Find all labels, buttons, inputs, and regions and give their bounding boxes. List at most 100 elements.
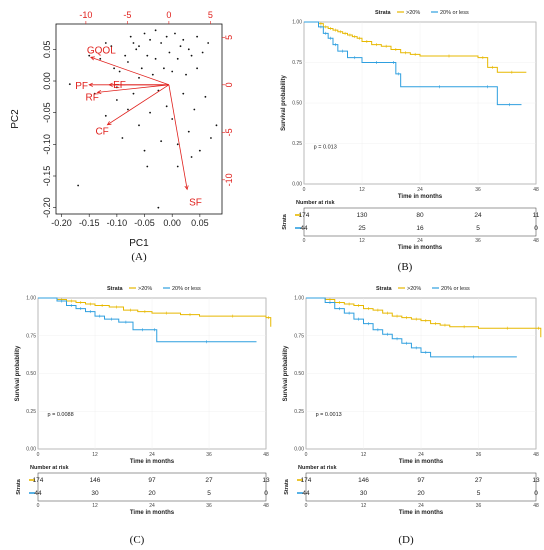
data-point [138,76,140,79]
data-point [187,48,190,51]
risk-x-tick-label: 0 [303,238,306,244]
x-tick-label: 0 [305,452,308,458]
risk-count: 0 [264,490,268,497]
x-tick-label: -0.20 [51,218,72,228]
risk-x-tick-label: 48 [263,503,269,509]
risk-count: 20 [148,490,156,497]
x-tick-label: 24 [149,452,155,458]
loading-arrow [168,84,188,190]
panel-label: (A) [131,251,147,263]
risk-count: 24 [474,212,482,219]
risk-x-tick-label: 0 [305,503,308,509]
data-point [93,92,96,95]
y-tick-label: -0.15 [42,166,52,187]
risk-x-tick-label: 12 [92,503,98,509]
y-tick-label: 0.00 [292,182,302,188]
right-tick-label: 5 [224,35,234,40]
y-tick-label: 0.25 [294,409,304,415]
y-tick-label: 0.75 [294,333,304,339]
data-point [129,35,132,38]
legend-label: >20% [138,286,152,292]
risk-count: 16 [416,225,424,232]
survival-curve [38,297,257,343]
variable-label: CF [95,127,108,138]
data-point [185,73,187,76]
x-tick-label: -0.05 [134,218,155,228]
y-tick-label: 0.75 [292,60,302,66]
risk-count: 20 [417,490,425,497]
y-tick-label: -0.05 [42,102,52,123]
data-point [198,149,201,152]
data-point [138,124,140,127]
legend-title: Strata [376,286,393,292]
data-point [196,67,199,70]
data-point [176,143,179,146]
risk-count: 30 [360,490,368,497]
risk-x-tick-label: 36 [476,503,482,509]
right-tick-label: -10 [224,173,234,186]
x-tick-label: 48 [533,187,539,193]
survival-curve [304,21,522,106]
data-point [163,67,165,70]
data-point [127,61,129,63]
risk-count: 13 [532,477,540,484]
x-tick-label: 24 [417,187,423,193]
panel-km-c: Strata >20% 20% or less 0 12 24 36 48 0.00 0.25 0.… [15,286,272,546]
right-tick-label: 0 [224,82,234,87]
risk-count: 5 [477,490,481,497]
data-point [135,48,138,51]
right-tick-label: -5 [224,128,234,136]
legend-label: 20% or less [440,10,469,16]
p-value: p = 0.013 [314,144,337,150]
data-point [99,57,102,60]
data-point [104,114,107,117]
data-point [165,105,168,108]
data-point [215,124,218,127]
risk-x-axis-label: Time in months [399,510,444,516]
risk-table-header: Number at risk [296,200,335,206]
data-point [176,165,179,168]
variable-label: GQOL [87,45,116,56]
risk-count: 0 [534,225,538,232]
arrow-head [184,185,189,191]
x-tick-label: 36 [206,452,212,458]
top-tick-label: -5 [123,10,131,20]
x-tick-label: 36 [475,187,481,193]
risk-x-tick-label: 48 [533,503,539,509]
data-point [160,140,163,143]
x-tick-label: 36 [476,452,482,458]
y-axis-label: PC2 [10,109,21,129]
data-point [143,149,146,152]
top-tick-label: 0 [166,10,171,20]
data-point [168,51,171,54]
data-point [201,51,204,54]
risk-strata-label: Strata [282,213,288,230]
panel-label: (D) [398,534,414,546]
data-point [193,108,196,111]
risk-strata-label: Strata [284,478,290,495]
risk-count: 5 [476,225,480,232]
data-point [210,137,212,139]
x-tick-label: 12 [92,452,98,458]
y-tick-label: 0.50 [26,371,36,377]
x-tick-label: 24 [418,452,424,458]
survival-curve [38,297,272,327]
risk-count: 174 [33,477,44,484]
y-tick-label: 0.75 [26,333,36,339]
x-tick-label: 12 [359,187,365,193]
x-tick-label: 48 [263,452,269,458]
y-tick-label: 1.00 [294,296,304,302]
risk-count: 146 [358,477,369,484]
data-point [88,54,91,57]
y-tick-label: 0.00 [42,72,52,90]
risk-count: 146 [90,477,101,484]
variable-label: RF [86,92,99,103]
risk-count: 25 [358,225,366,232]
data-point [204,95,207,98]
risk-count: 44 [300,225,308,232]
risk-count: 174 [299,212,310,219]
data-point [68,83,71,86]
p-value: p = 0.0013 [316,412,342,418]
x-tick-label: 0.00 [163,218,181,228]
